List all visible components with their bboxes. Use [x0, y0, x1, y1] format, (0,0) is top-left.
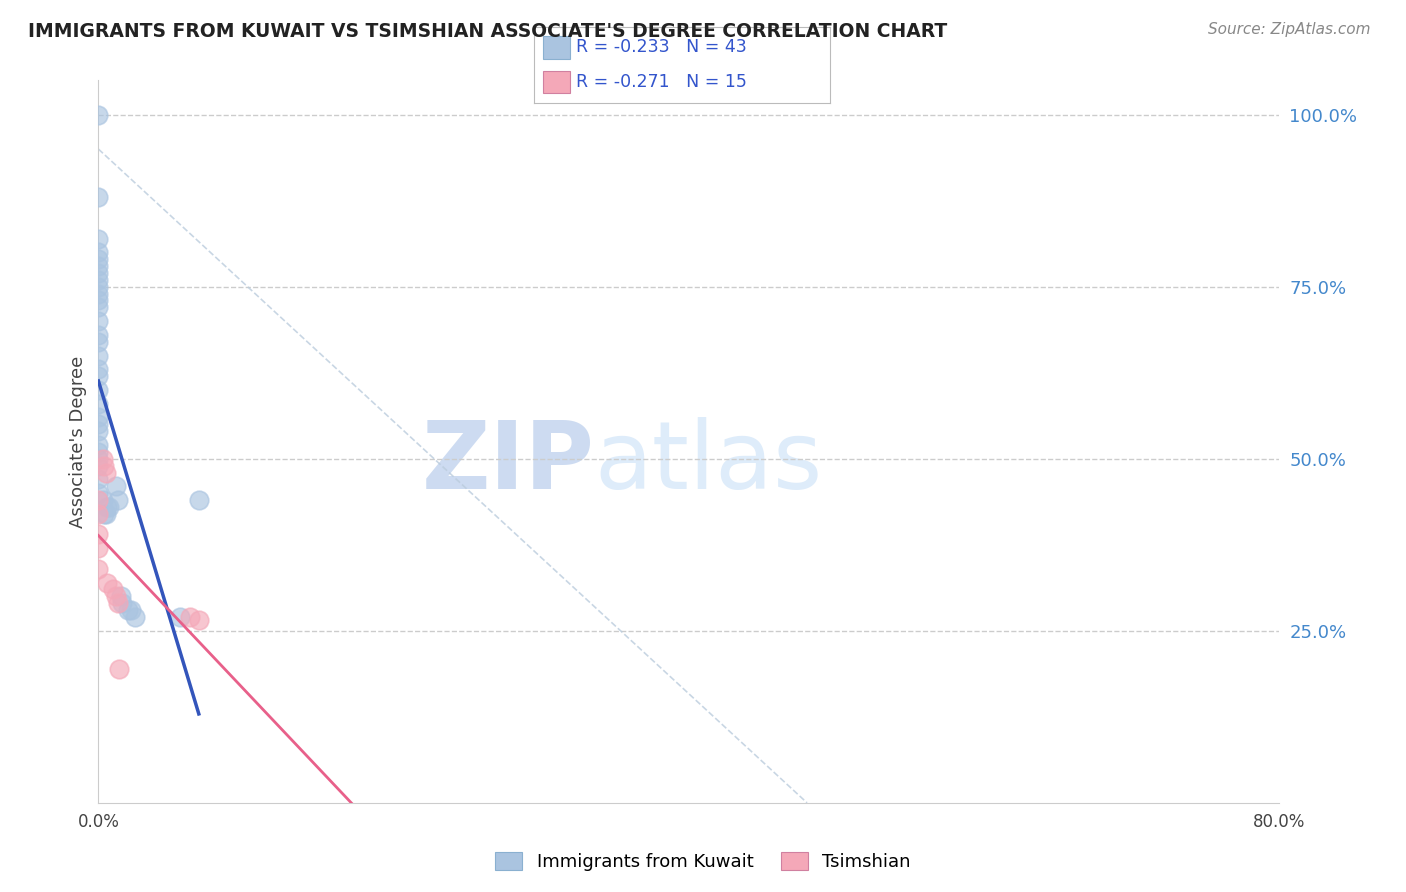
Text: R = -0.271   N = 15: R = -0.271 N = 15 [575, 73, 747, 91]
Point [93, 458, 115, 473]
Point [94, 466, 117, 480]
Point [120, 603, 142, 617]
Point [87, 369, 110, 384]
Point [87, 410, 110, 425]
Point [87, 108, 110, 122]
Text: R = -0.233   N = 43: R = -0.233 N = 43 [575, 38, 747, 56]
Point [87, 334, 110, 349]
Point [187, 493, 209, 508]
Point [111, 596, 134, 610]
Point [94, 507, 117, 521]
Point [105, 590, 128, 604]
Point [87, 383, 110, 397]
Point [91, 493, 114, 508]
Point [87, 190, 110, 204]
Text: Source: ZipAtlas.com: Source: ZipAtlas.com [1208, 22, 1371, 37]
Point [103, 582, 125, 597]
Y-axis label: Associate's Degree: Associate's Degree [69, 355, 87, 528]
Point [87, 451, 110, 466]
Point [169, 610, 191, 624]
Text: IMMIGRANTS FROM KUWAIT VS TSIMSHIAN ASSOCIATE'S DEGREE CORRELATION CHART: IMMIGRANTS FROM KUWAIT VS TSIMSHIAN ASSO… [28, 22, 948, 41]
Point [117, 603, 139, 617]
Point [87, 527, 110, 541]
Point [91, 451, 114, 466]
Point [87, 424, 110, 438]
Point [87, 266, 110, 280]
Point [87, 417, 110, 432]
Point [187, 614, 209, 628]
Point [105, 479, 128, 493]
Legend: Immigrants from Kuwait, Tsimshian: Immigrants from Kuwait, Tsimshian [488, 845, 918, 879]
Point [96, 575, 118, 590]
Text: ZIP: ZIP [422, 417, 595, 509]
Point [87, 486, 110, 500]
Bar [543, 36, 569, 59]
Point [87, 458, 110, 473]
Point [87, 273, 110, 287]
Point [87, 541, 110, 556]
Point [87, 314, 110, 328]
Point [87, 507, 110, 521]
Point [87, 231, 110, 245]
Point [87, 445, 110, 459]
Point [179, 610, 201, 624]
Point [87, 362, 110, 376]
Point [87, 245, 110, 260]
Point [87, 286, 110, 301]
Point [87, 301, 110, 315]
Point [87, 438, 110, 452]
Point [87, 562, 110, 576]
Point [87, 279, 110, 293]
Point [97, 500, 120, 514]
Point [96, 500, 118, 514]
Point [87, 493, 110, 508]
Point [107, 493, 129, 508]
Text: atlas: atlas [595, 417, 823, 509]
Point [87, 327, 110, 342]
Point [87, 252, 110, 267]
Point [87, 349, 110, 363]
Point [87, 293, 110, 308]
Point [108, 662, 131, 676]
Bar [543, 70, 569, 94]
Point [87, 259, 110, 273]
Point [124, 610, 146, 624]
Point [93, 507, 115, 521]
Point [87, 472, 110, 486]
Point [110, 590, 132, 604]
Point [87, 397, 110, 411]
Point [107, 596, 129, 610]
